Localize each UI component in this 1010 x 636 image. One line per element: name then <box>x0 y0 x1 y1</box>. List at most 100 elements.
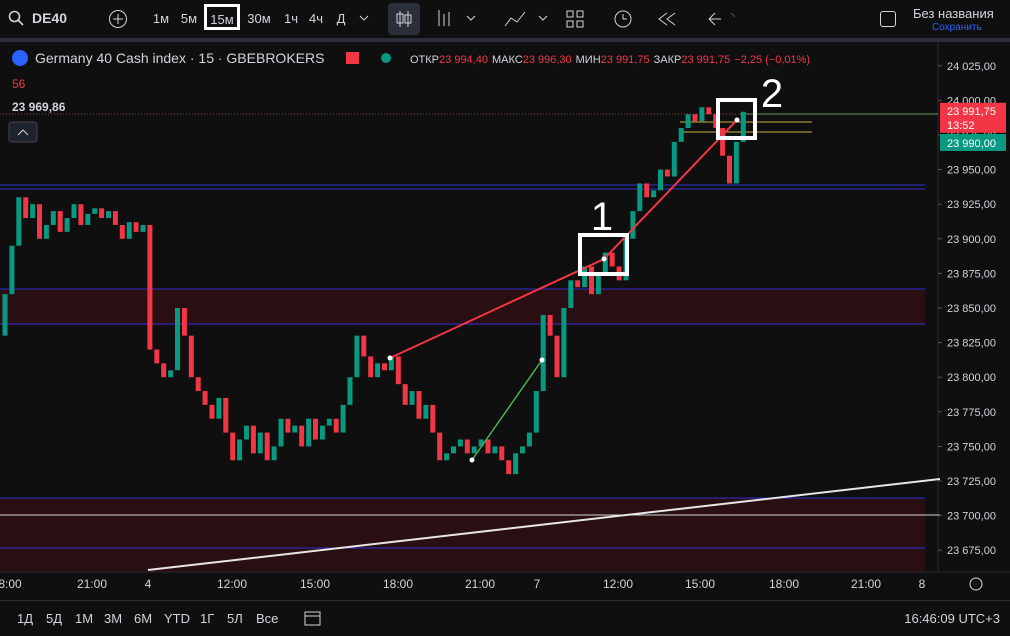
value: 23 994,40 <box>439 54 488 66</box>
candle <box>71 204 77 219</box>
candle <box>37 204 42 239</box>
drawings: 1 2 <box>147 72 941 571</box>
range-button[interactable]: 1Д <box>17 611 34 626</box>
settings-icon[interactable] <box>969 577 983 591</box>
layout-name[interactable]: Без названия <box>913 6 994 21</box>
range-button[interactable]: 3М <box>104 611 123 626</box>
candle <box>388 356 394 371</box>
collapse-button[interactable] <box>8 121 38 143</box>
candle <box>444 453 450 461</box>
chart-type-button[interactable] <box>388 3 420 35</box>
candle <box>216 397 222 419</box>
candle <box>340 404 346 433</box>
y-tick-label: 23 750,00 <box>947 441 996 453</box>
time-axis: 8:00 21:00 4 12:00 15:00 18:00 21:00 7 12:00 15:0… <box>0 577 926 591</box>
last-price-tag <box>940 102 1006 133</box>
chart-panel: 1 2 Germany 40 Cash index · 15 · GBEBROK… <box>0 42 1010 591</box>
timeframe-button[interactable]: 5м <box>180 11 198 26</box>
range-button[interactable]: 6М <box>134 611 153 626</box>
candle <box>637 183 643 212</box>
x-tick-label: 18:00 <box>769 577 799 591</box>
timeframe-button[interactable]: 30м <box>247 11 271 26</box>
candle <box>347 377 353 405</box>
candle <box>250 425 256 454</box>
candle <box>733 141 739 184</box>
candles <box>2 107 746 475</box>
symbol[interactable]: DE40 <box>32 10 68 26</box>
range-button[interactable]: 1Г <box>200 611 215 626</box>
candle <box>257 432 263 454</box>
toolbar-icons[interactable] <box>435 8 735 30</box>
legend: Germany 40 Cash index · 15 · GBEBROKERS … <box>8 50 810 143</box>
value: 23 991,75 <box>681 54 730 66</box>
anchor <box>539 357 545 363</box>
bid-tag <box>940 134 1006 151</box>
dropdown[interactable] <box>358 12 370 24</box>
x-tick-label: 18:00 <box>383 577 413 591</box>
candle <box>651 190 657 198</box>
candle <box>692 114 698 122</box>
timeframe-button[interactable]: 15м <box>204 4 240 30</box>
range-button[interactable]: Все <box>256 611 279 626</box>
y-tick-label: 23 775,00 <box>947 407 996 419</box>
candle <box>168 370 174 378</box>
candle <box>85 213 91 225</box>
candle <box>416 391 422 419</box>
label: МАКС <box>492 54 523 66</box>
timeframe-button[interactable]: 4ч <box>308 11 323 26</box>
x-tick-label: 4 <box>145 577 152 591</box>
candle <box>112 211 118 225</box>
range-button[interactable]: YTD <box>164 611 190 626</box>
level-value: 23 969,86 <box>12 100 66 114</box>
timeframe-button[interactable]: Д <box>336 11 346 26</box>
timeframe-button[interactable]: 1ч <box>283 11 298 26</box>
candle <box>492 446 498 454</box>
range-button[interactable]: 5Л <box>227 611 243 626</box>
x-tick-label: 12:00 <box>603 577 633 591</box>
candle <box>147 224 153 350</box>
candle <box>244 425 249 440</box>
legend-title: Germany 40 Cash index · 15 · GBEBROKERS <box>35 50 324 66</box>
x-tick-label: 7 <box>534 577 541 591</box>
y-tick-label: 23 925,00 <box>947 199 996 211</box>
candle <box>582 266 588 288</box>
highlight-box <box>578 233 629 276</box>
candle <box>533 391 539 433</box>
y-tick-label: 23 825,00 <box>947 338 996 350</box>
y-tick-label: 23 675,00 <box>947 545 996 557</box>
trend-line <box>471 359 543 461</box>
search-icon[interactable] <box>8 10 24 26</box>
candle <box>375 363 381 378</box>
save-status[interactable]: Сохранить <box>932 22 982 33</box>
candle <box>78 204 84 225</box>
candle <box>402 384 408 405</box>
candle <box>43 224 49 239</box>
layout-icon[interactable] <box>880 11 896 27</box>
candle <box>271 446 277 461</box>
anchor <box>601 256 607 262</box>
candle <box>175 308 180 371</box>
candle <box>92 208 98 214</box>
range-button[interactable]: 1М <box>75 611 94 626</box>
label: ЗАКР <box>654 54 682 66</box>
anchor <box>469 457 475 463</box>
candle <box>513 453 519 475</box>
timeframe-button[interactable]: 1м <box>152 11 170 26</box>
candle <box>106 211 111 219</box>
add-symbol[interactable] <box>108 9 128 29</box>
candle <box>333 418 339 433</box>
clock: 16:46:09 UTC+3 <box>904 611 1000 626</box>
candle <box>299 425 305 447</box>
y-tick-label: 23 875,00 <box>947 268 996 280</box>
candle <box>154 349 160 364</box>
bottom-bar: 1Д 5Д 1М 3М 6М YTD 1Г 5Л Все 16:46:09 UTC+3 <box>0 600 1010 636</box>
range-button[interactable]: 5Д <box>46 611 63 626</box>
candle <box>181 308 187 336</box>
candle <box>485 439 491 454</box>
calendar-icon[interactable] <box>303 609 323 627</box>
candle <box>602 252 608 274</box>
x-tick-label: 21:00 <box>77 577 107 591</box>
candle <box>361 335 367 357</box>
price-axis: 23 675,00 23 700,00 23 725,00 23 750,00 23 7… <box>938 61 1006 557</box>
candle <box>478 439 484 447</box>
